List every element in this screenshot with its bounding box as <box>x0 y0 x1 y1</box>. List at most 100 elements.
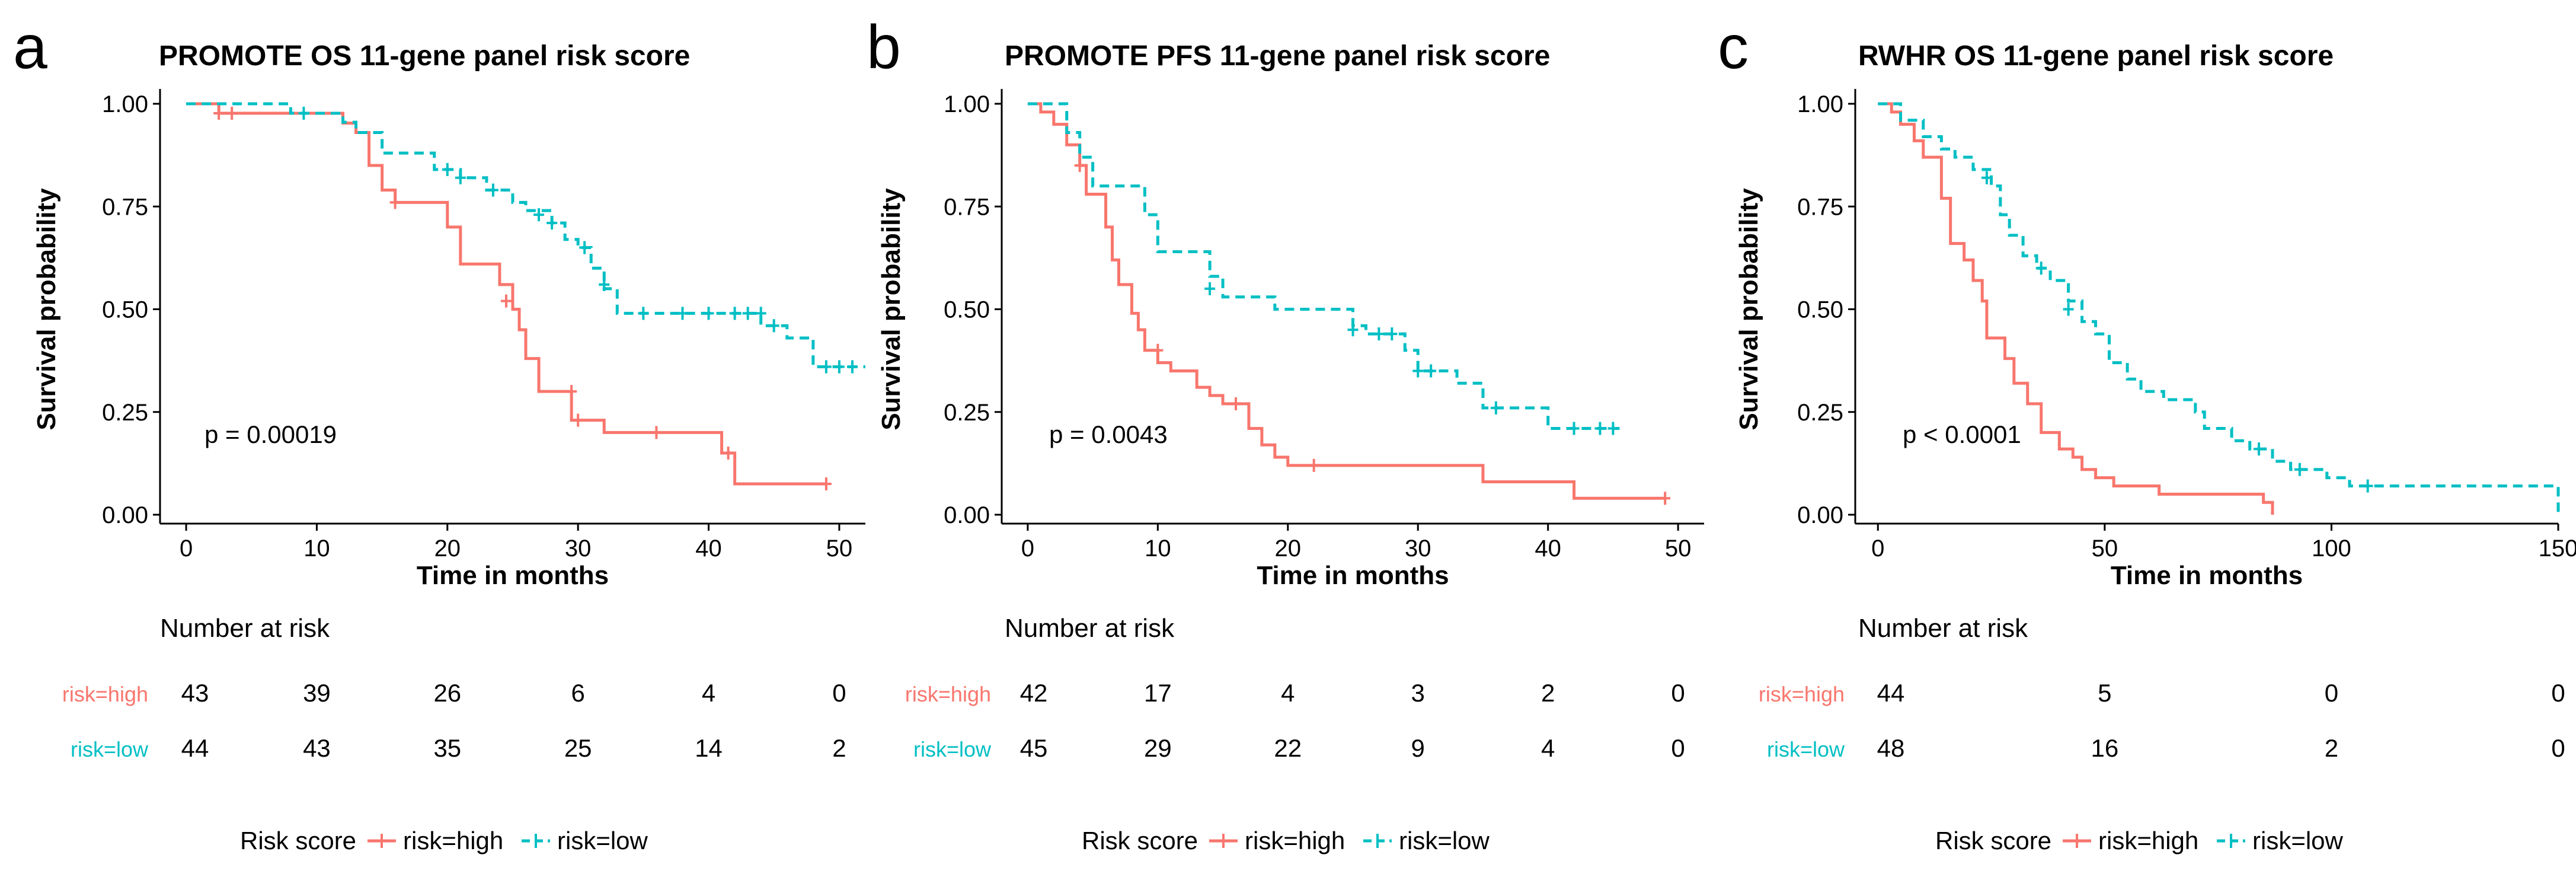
y-tick-label: 0.00 <box>1797 502 1843 528</box>
x-tick-label: 20 <box>434 535 461 562</box>
censor-mark <box>1074 158 1085 172</box>
y-tick-label: 0.75 <box>1797 194 1843 220</box>
panel-c: c RWHR OS 11-gene panel risk score 0.00 0.2… <box>1718 13 2576 855</box>
y-tick-label: 0.25 <box>944 400 990 426</box>
risk-count: 44 <box>1877 679 1905 707</box>
panel-b: b PROMOTE PFS 11-gene panel risk score 0.0… <box>867 13 1704 855</box>
censor-mark <box>487 183 498 197</box>
risk-count: 29 <box>1144 734 1172 762</box>
risk-count: 39 <box>303 679 331 707</box>
censor-mark <box>1347 323 1359 337</box>
censor-mark <box>742 307 753 320</box>
risk-count: 4 <box>1541 734 1555 762</box>
km-curve-high <box>1878 102 2274 515</box>
y-tick-label: 0.50 <box>944 297 990 323</box>
legend-title: Risk score <box>1082 827 1198 855</box>
censor-mark <box>833 360 845 374</box>
risk-count: 0 <box>1671 734 1685 762</box>
x-tick-label: 50 <box>1665 535 1692 562</box>
risk-count: 2 <box>1541 679 1555 707</box>
censor-mark <box>599 278 610 291</box>
censor-mark <box>546 216 558 229</box>
y-tick-label: 0.25 <box>1797 400 1843 426</box>
risk-count: 48 <box>1877 734 1905 762</box>
y-tick-label: 1.00 <box>944 91 990 117</box>
censor-mark <box>500 294 512 308</box>
panel-letter: b <box>867 13 901 82</box>
panel-a: a PROMOTE OS 11-gene panel risk score 0.00… <box>13 13 865 855</box>
km-curve-low <box>1027 102 1620 430</box>
risk-count: 0 <box>1671 679 1685 707</box>
censor-mark <box>455 171 466 184</box>
km-curve-low <box>186 102 865 369</box>
censor-mark <box>755 307 766 320</box>
legend-label: risk=high <box>403 827 503 855</box>
censor-mark <box>723 447 734 460</box>
censor-mark <box>1412 364 1424 378</box>
panel-letter: a <box>13 13 47 82</box>
legend-item-low: risk=low <box>1363 827 1490 855</box>
censor-mark <box>1308 458 1319 472</box>
risk-count: 0 <box>2551 679 2565 707</box>
risk-count: 9 <box>1411 734 1425 762</box>
y-tick-label: 0.25 <box>102 400 148 426</box>
risk-row-label: risk=low <box>913 737 992 761</box>
risk-row-label: risk=high <box>1759 682 1845 706</box>
y-tick-label: 0.00 <box>102 502 148 528</box>
y-axis-label: Survival probability <box>1734 188 1763 431</box>
censor-mark <box>1490 401 1501 415</box>
risk-count: 44 <box>181 734 209 762</box>
y-axis-label: Survival probability <box>32 188 61 431</box>
legend-title: Risk score <box>240 827 356 855</box>
censor-mark <box>820 477 832 491</box>
p-value: p = 0.00019 <box>204 420 337 448</box>
risk-count: 6 <box>571 679 585 707</box>
censor-mark <box>389 196 401 209</box>
x-axis-label: Time in months <box>2111 561 2303 590</box>
risk-row-label: risk=low <box>71 737 149 761</box>
risk-table-title: Number at risk <box>1858 614 2028 643</box>
legend-label: risk=high <box>2098 827 2198 855</box>
censor-mark <box>579 241 590 254</box>
risk-count: 16 <box>2091 734 2118 762</box>
y-tick-label: 1.00 <box>1797 91 1843 117</box>
y-tick-label: 0.75 <box>944 194 990 220</box>
censor-mark <box>2035 262 2047 275</box>
chart-title: PROMOTE PFS 11-gene panel risk score <box>1005 40 1550 72</box>
censor-mark <box>820 360 832 374</box>
x-tick-label: 0 <box>1871 535 1884 562</box>
risk-count: 0 <box>832 679 846 707</box>
risk-count: 17 <box>1144 679 1172 707</box>
x-tick-label: 40 <box>695 535 722 562</box>
legend-label: risk=low <box>557 827 648 855</box>
censor-mark <box>638 307 649 320</box>
censor-mark <box>2362 479 2373 493</box>
legend-label: risk=low <box>1399 827 1490 855</box>
risk-row-label: risk=high <box>905 682 991 706</box>
legend-label: risk=low <box>2252 827 2344 855</box>
x-tick-label: 20 <box>1275 535 1302 562</box>
censor-mark <box>1660 492 1671 505</box>
censor-mark <box>2253 442 2264 456</box>
legend-label: risk=high <box>1245 827 1345 855</box>
censor-mark <box>1607 422 1619 435</box>
censor-mark <box>226 106 238 120</box>
legend-item-high: risk=high <box>367 827 503 855</box>
censor-mark <box>566 385 577 398</box>
chart-title: RWHR OS 11-gene panel risk score <box>1858 40 2334 72</box>
y-tick-label: 0.00 <box>944 502 990 528</box>
censor-mark <box>1426 364 1437 378</box>
y-tick-label: 1.00 <box>102 91 148 117</box>
risk-count: 14 <box>695 734 723 762</box>
risk-count: 2 <box>832 734 846 762</box>
p-value: p = 0.0043 <box>1049 420 1168 448</box>
censor-mark <box>213 106 225 120</box>
risk-row-label: risk=low <box>1767 737 1845 761</box>
risk-count: 43 <box>303 734 331 762</box>
censor-mark <box>1594 422 1606 435</box>
censor-mark <box>846 360 858 374</box>
risk-table-title: Number at risk <box>1005 614 1175 643</box>
y-tick-label: 0.50 <box>1797 297 1843 323</box>
risk-row-label: risk=high <box>62 682 148 706</box>
risk-count: 25 <box>564 734 592 762</box>
